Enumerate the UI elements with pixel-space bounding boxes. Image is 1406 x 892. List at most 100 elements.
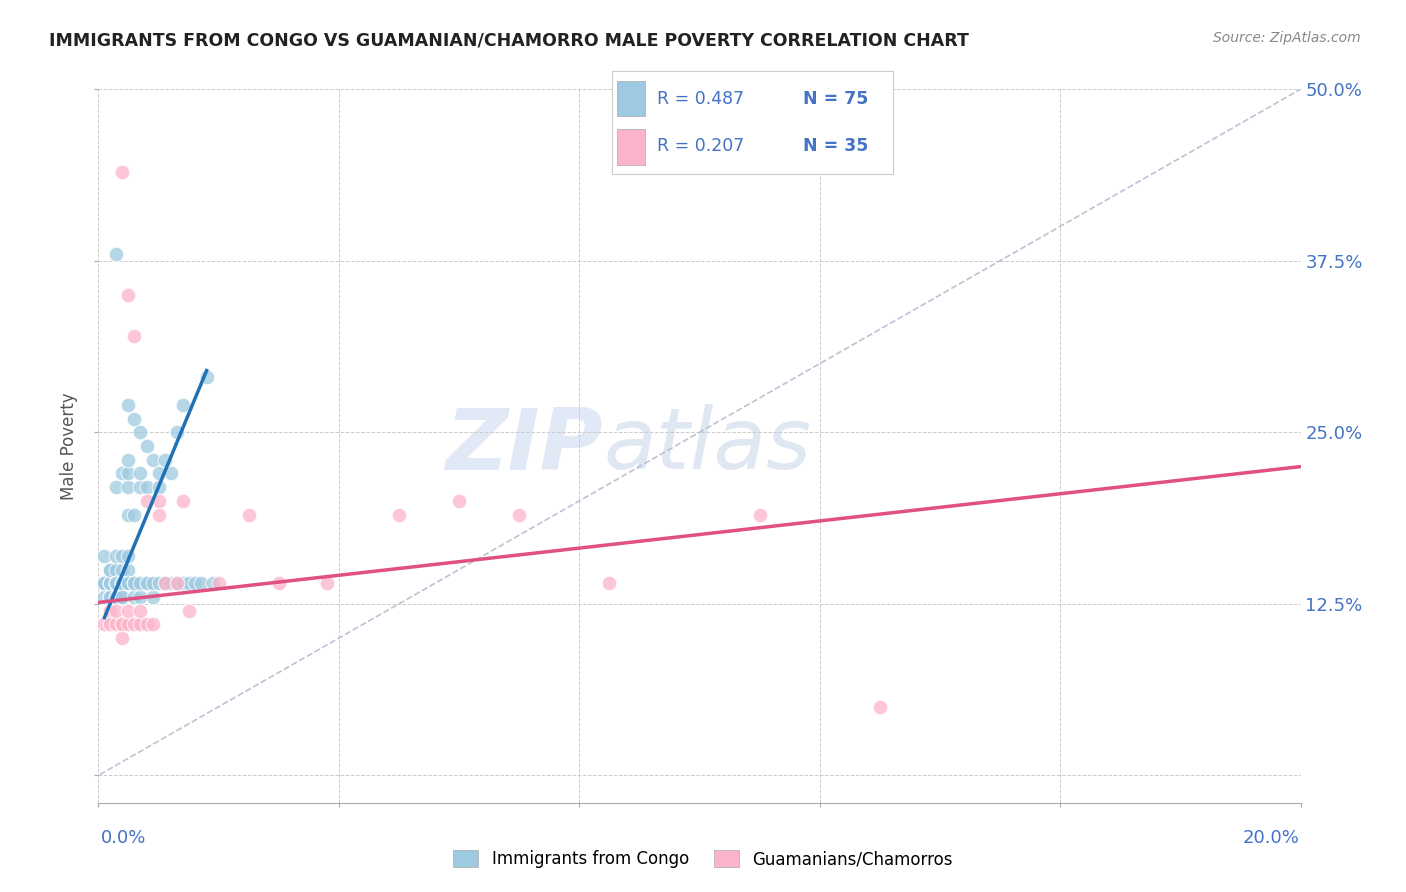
Point (177, 604, 200, 618)
Point (124, 576, 146, 591)
Point (141, 452, 163, 467)
Point (93, 549, 115, 563)
Point (117, 576, 139, 591)
Point (148, 508, 170, 522)
Point (129, 590, 152, 604)
Point (105, 576, 128, 591)
Point (100, 590, 122, 604)
Point (111, 590, 134, 604)
Point (267, 576, 290, 591)
Point (195, 370, 218, 384)
Bar (617, 128, 645, 165)
Point (124, 590, 146, 604)
Text: N = 75: N = 75 (803, 90, 868, 108)
Point (105, 604, 128, 618)
Point (135, 576, 157, 591)
Point (153, 576, 176, 591)
Point (141, 617, 163, 632)
Point (117, 549, 139, 563)
Point (111, 576, 134, 591)
Point (166, 576, 188, 591)
Point (159, 576, 181, 591)
Point (105, 576, 128, 591)
Point (177, 576, 200, 591)
Point (100, 576, 122, 591)
Y-axis label: Male Poverty: Male Poverty (60, 392, 79, 500)
Point (129, 467, 152, 481)
Point (124, 576, 146, 591)
Point (93, 576, 115, 591)
Point (135, 617, 157, 632)
Point (135, 494, 157, 508)
Point (124, 508, 146, 522)
Point (148, 467, 170, 481)
Point (124, 411, 146, 425)
Point (111, 562, 134, 576)
Point (105, 247, 128, 261)
Point (100, 617, 122, 632)
Point (172, 494, 194, 508)
Point (117, 398, 139, 412)
Point (117, 604, 139, 618)
Point (315, 576, 337, 591)
Point (183, 576, 205, 591)
Text: 20.0%: 20.0% (1243, 829, 1299, 847)
Point (100, 576, 122, 591)
Point (141, 576, 163, 591)
Point (117, 576, 139, 591)
Point (111, 576, 134, 591)
Point (111, 576, 134, 591)
Point (159, 467, 181, 481)
Point (100, 562, 122, 576)
Point (129, 617, 152, 632)
Point (141, 590, 163, 604)
Point (117, 562, 139, 576)
Point (508, 508, 530, 522)
Text: atlas: atlas (603, 404, 811, 488)
Point (111, 164, 134, 178)
Point (105, 480, 128, 494)
Text: IMMIGRANTS FROM CONGO VS GUAMANIAN/CHAMORRO MALE POVERTY CORRELATION CHART: IMMIGRANTS FROM CONGO VS GUAMANIAN/CHAMO… (49, 31, 969, 49)
Point (201, 576, 224, 591)
Point (135, 480, 157, 494)
Text: R = 0.487: R = 0.487 (657, 90, 744, 108)
Point (117, 467, 139, 481)
Point (117, 480, 139, 494)
Point (598, 576, 620, 591)
Point (100, 576, 122, 591)
Point (117, 288, 139, 302)
Legend: Immigrants from Congo, Guamanians/Chamorros: Immigrants from Congo, Guamanians/Chamor… (447, 843, 959, 875)
Point (153, 452, 176, 467)
Point (105, 549, 128, 563)
Point (135, 439, 157, 453)
Point (166, 425, 188, 440)
Point (748, 508, 770, 522)
Point (148, 480, 170, 494)
Point (105, 576, 128, 591)
Text: ZIP: ZIP (446, 404, 603, 488)
Point (869, 699, 891, 714)
Point (111, 617, 134, 632)
Point (129, 480, 152, 494)
Point (153, 576, 176, 591)
Point (93, 617, 115, 632)
Text: Source: ZipAtlas.com: Source: ZipAtlas.com (1213, 31, 1361, 45)
Point (172, 398, 194, 412)
Point (100, 590, 122, 604)
Point (100, 562, 122, 576)
Text: N = 35: N = 35 (803, 137, 868, 155)
Point (93, 576, 115, 591)
Point (93, 590, 115, 604)
Point (447, 494, 470, 508)
Point (166, 576, 188, 591)
Point (100, 590, 122, 604)
Point (105, 562, 128, 576)
Text: R = 0.207: R = 0.207 (657, 137, 744, 155)
Point (105, 617, 128, 632)
Point (105, 576, 128, 591)
Point (135, 576, 157, 591)
Point (148, 576, 170, 591)
Point (124, 617, 146, 632)
Point (93, 576, 115, 591)
Point (129, 425, 152, 440)
